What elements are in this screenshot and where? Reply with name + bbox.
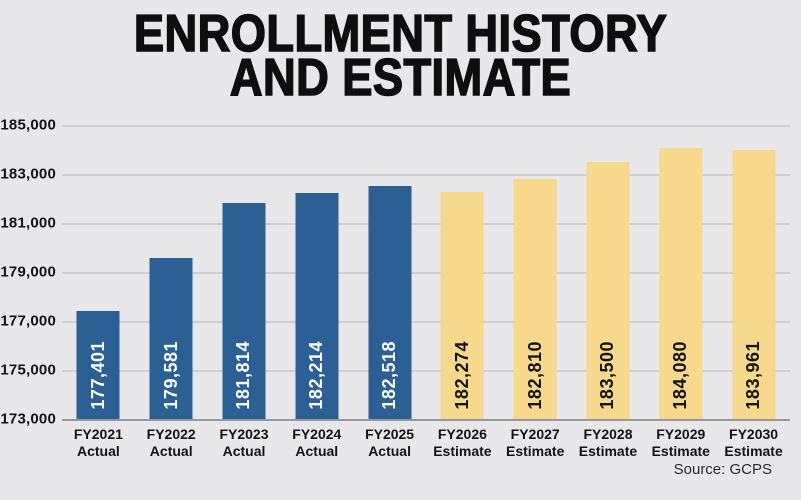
x-axis-baseline [62,419,790,421]
chart-title-line1: ENROLLMENT HISTORY [133,5,668,63]
x-label-series: Estimate [506,443,565,459]
x-axis-label-fy2025: FY2025 Actual [353,426,426,460]
x-label-series: Estimate [651,443,710,459]
x-label-year: FY2025 [365,426,415,442]
bar-column-fy2024: 182,214 FY2024 Actual [280,125,353,459]
x-label-year: FY2026 [437,426,487,442]
y-tick-label: 177,000 [0,312,56,330]
bar-value-label: 181,814 [233,341,254,410]
bar-column-fy2026: 182,274 FY2026 Estimate [426,125,499,459]
x-label-year: FY2022 [146,426,196,442]
bar-column-fy2027: 182,810 FY2027 Estimate [499,125,572,459]
x-label-series: Actual [77,443,120,459]
bar-value-label: 183,961 [743,341,764,410]
y-tick-label: 183,000 [0,165,56,183]
y-tick-label: 175,000 [0,361,56,379]
actual-bar-fy2022: 179,581 [149,257,193,419]
x-label-year: FY2029 [656,426,706,442]
x-axis-label-fy2027: FY2027 Estimate [499,426,572,460]
y-tick-label: 173,000 [0,410,56,428]
x-label-series: Estimate [578,443,638,459]
bar-value-label: 179,581 [160,341,181,410]
estimate-bar-fy2027: 182,810 [513,178,557,419]
bar-column-fy2028: 183,500 FY2028 Estimate [572,125,645,459]
bar-column-fy2023: 181,814 FY2023 Actual [208,125,281,459]
y-tick-label: 185,000 [0,116,56,134]
actual-bar-fy2024: 182,214 [295,193,339,419]
y-axis: 185,000 183,000 181,000 179,000 177,000 175,0… [0,117,56,428]
x-label-year: FY2021 [73,426,123,442]
x-axis-label-fy2022: FY2022 Actual [135,426,208,460]
gridline [62,272,790,274]
bar-value-label: 183,500 [597,341,618,410]
x-label-year: FY2028 [583,426,633,442]
x-label-year: FY2023 [219,426,269,442]
x-axis-label-fy2024: FY2024 Actual [280,426,353,460]
bar-column-fy2021: 177,401 FY2021 Actual [62,125,135,459]
chart-title-line2: AND ESTIMATE [229,49,572,107]
estimate-bar-fy2029: 184,080 [659,147,703,419]
x-axis-label-fy2023: FY2023 Actual [208,426,281,460]
estimate-bar-fy2026: 182,274 [440,191,484,419]
bar-columns: 177,401 FY2021 Actual 179,581 FY2022 Actual 18… [62,125,790,459]
x-label-series: Actual [222,443,266,459]
bar-value-label: 182,810 [524,341,545,410]
x-label-series: Estimate [724,443,783,459]
plot-area: 177,401 FY2021 Actual 179,581 FY2022 Actual 18… [62,125,790,459]
chart-title: ENROLLMENT HISTORY AND ESTIMATE [52,5,749,107]
x-label-series: Actual [368,443,411,459]
x-label-series: Actual [295,443,339,459]
x-label-year: FY2027 [510,426,560,442]
y-tick-label: 181,000 [0,214,56,232]
gridline [62,223,790,225]
bar-column-fy2022: 179,581 FY2022 Actual [135,125,208,459]
x-axis-label-fy2021: FY2021 Actual [62,426,135,460]
gridline [62,125,790,127]
bar-column-fy2030: 183,961 FY2030 Estimate [717,125,790,459]
bar-value-label: 177,401 [87,341,108,410]
bar-column-fy2025: 182,518 FY2025 Actual [353,125,426,459]
x-axis-label-fy2026: FY2026 Estimate [426,426,499,460]
bar-value-label: 182,214 [306,341,327,410]
x-axis-label-fy2030: FY2030 Estimate [717,426,790,460]
gridline [62,174,790,176]
source-credit: Source: GCPS [673,461,772,478]
actual-bar-fy2025: 182,518 [368,185,412,419]
x-axis-label-fy2029: FY2029 Estimate [644,426,717,460]
bar-value-label: 184,080 [670,341,691,410]
x-label-year: FY2030 [729,426,779,442]
x-axis-label-fy2028: FY2028 Estimate [572,426,645,460]
estimate-bar-fy2030: 183,961 [732,150,776,419]
gridline [62,370,790,372]
bar-column-fy2029: 184,080 FY2029 Estimate [644,125,717,459]
actual-bar-fy2021: 177,401 [76,311,120,419]
y-tick-label: 179,000 [0,263,56,281]
estimate-bar-fy2028: 183,500 [586,161,630,419]
x-label-series: Estimate [433,443,492,459]
actual-bar-fy2023: 181,814 [222,203,266,419]
x-label-series: Actual [149,443,193,459]
bar-value-label: 182,518 [379,341,400,410]
gridline [62,321,790,323]
bar-value-label: 182,274 [451,341,472,410]
x-label-year: FY2024 [292,426,342,442]
